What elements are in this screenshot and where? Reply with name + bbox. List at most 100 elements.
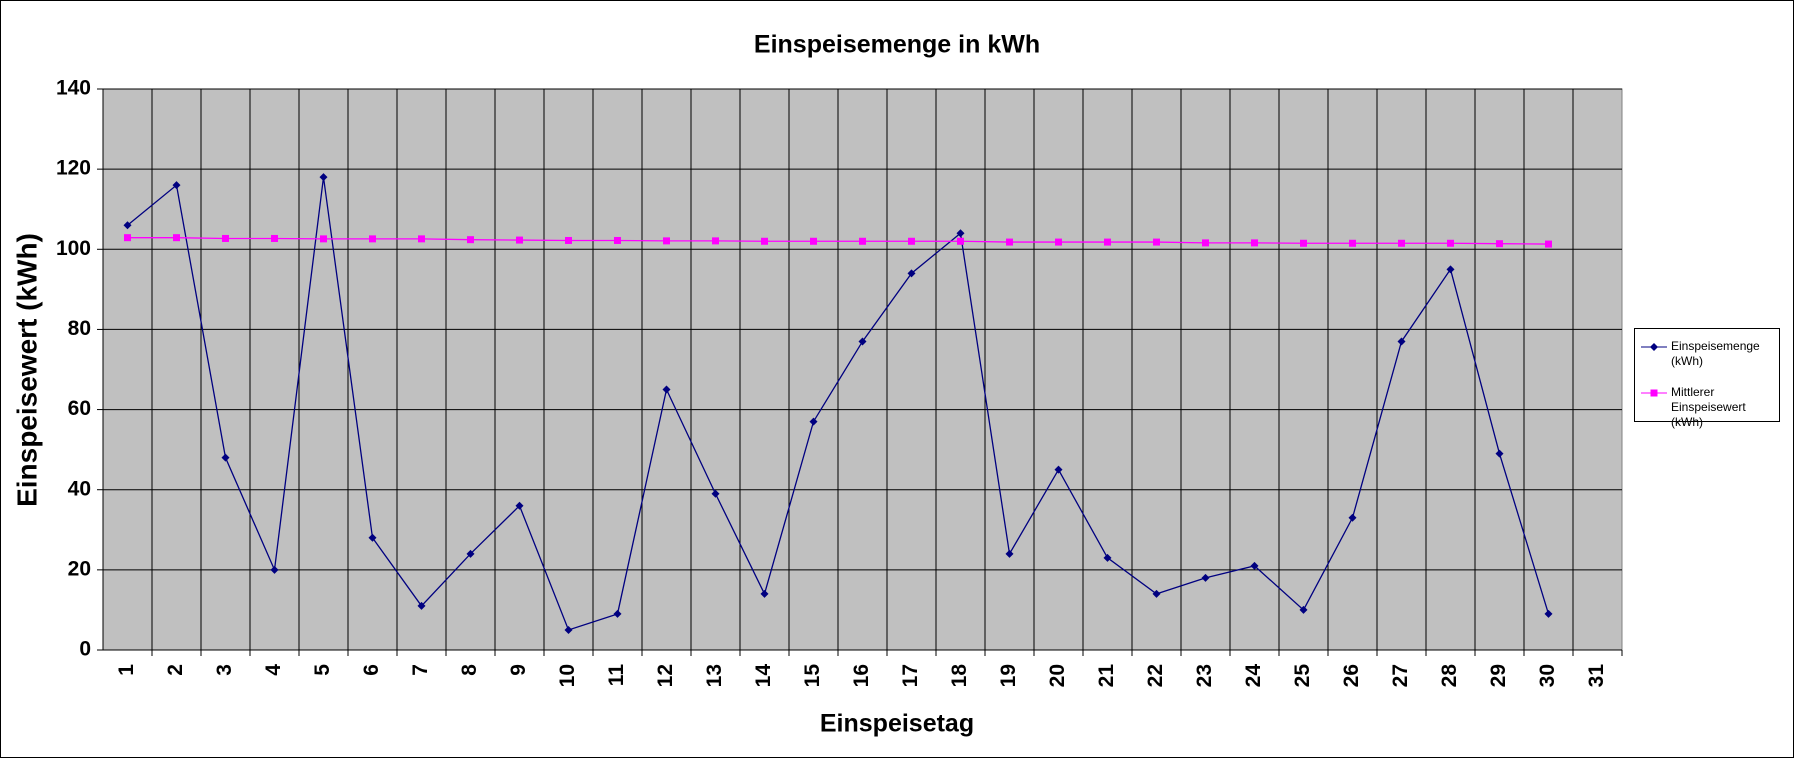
marker	[320, 235, 327, 243]
marker	[1650, 389, 1658, 397]
marker	[1251, 239, 1258, 247]
marker	[1005, 549, 1014, 558]
marker	[809, 417, 818, 426]
marker	[418, 235, 425, 243]
marker	[1496, 240, 1503, 248]
marker	[907, 269, 916, 278]
x-tick-label: 1	[115, 664, 138, 676]
marker	[271, 234, 278, 242]
marker	[760, 589, 769, 598]
marker	[1054, 465, 1063, 474]
x-tick-label: 12	[654, 664, 677, 687]
x-tick-label: 5	[311, 664, 334, 676]
x-tick-label: 23	[1193, 664, 1216, 687]
x-tick-label: 14	[752, 664, 775, 688]
marker	[859, 237, 866, 245]
marker	[123, 221, 132, 230]
marker	[712, 237, 719, 245]
x-tick-label: 25	[1291, 664, 1314, 688]
marker	[1447, 239, 1454, 247]
x-tick-label: 4	[262, 664, 285, 676]
x-tick-label: 18	[948, 664, 971, 688]
marker	[1300, 239, 1307, 247]
legend: Einspeisemenge (kWh) Mittlerer Einspeisew…	[1634, 328, 1780, 429]
x-tick-label: 21	[1095, 664, 1118, 688]
marker	[368, 533, 377, 542]
x-tick-label: 29	[1487, 664, 1510, 687]
marker	[1006, 238, 1013, 246]
y-tick-label: 100	[56, 237, 91, 260]
y-tick-label: 80	[68, 317, 91, 340]
x-tick-label: 22	[1144, 664, 1167, 687]
marker	[1348, 513, 1357, 522]
marker	[1398, 239, 1405, 247]
x-tick-label: 2	[164, 664, 187, 676]
x-tick-label: 28	[1438, 664, 1461, 688]
marker	[1104, 238, 1111, 246]
x-tick-label: 11	[605, 664, 628, 687]
marker	[662, 385, 671, 394]
marker	[466, 549, 475, 558]
marker	[515, 501, 524, 510]
x-tick-label: 16	[850, 664, 873, 687]
marker	[1202, 239, 1209, 247]
marker	[1545, 240, 1552, 248]
series-line	[127, 237, 1549, 245]
marker	[1495, 449, 1504, 458]
marker	[1349, 239, 1356, 247]
x-tick-label: 27	[1389, 664, 1412, 687]
y-tick-label: 140	[56, 77, 91, 100]
marker	[221, 453, 230, 462]
y-tick-label: 60	[68, 397, 91, 420]
x-tick-label: 3	[213, 664, 236, 676]
x-tick-label: 20	[1046, 664, 1069, 687]
x-tick-label: 9	[507, 664, 530, 676]
x-tick-label: 31	[1585, 664, 1608, 688]
x-tick-label: 24	[1242, 664, 1265, 688]
marker	[1544, 609, 1553, 618]
marker	[319, 173, 328, 182]
marker	[761, 237, 768, 245]
marker	[1152, 589, 1161, 598]
marker	[1299, 605, 1308, 614]
x-tick-label: 19	[997, 664, 1020, 687]
marker	[663, 237, 670, 245]
y-tick-label: 20	[68, 557, 91, 580]
marker	[222, 234, 229, 242]
marker	[124, 234, 131, 242]
marker	[173, 234, 180, 242]
marker	[1201, 573, 1210, 582]
marker	[1103, 553, 1112, 562]
x-tick-label: 30	[1536, 664, 1559, 687]
marker	[564, 625, 573, 634]
x-axis-label: Einspeisetag	[820, 710, 974, 738]
x-tick-label: 15	[801, 664, 824, 688]
marker	[1250, 561, 1259, 570]
marker	[1055, 238, 1062, 246]
x-tick-label: 7	[409, 664, 432, 676]
marker	[1397, 337, 1406, 346]
marker	[1153, 238, 1160, 246]
marker	[369, 235, 376, 243]
series-line	[127, 177, 1550, 631]
y-axis-label: Einspeisewert (kWh)	[11, 233, 42, 507]
marker	[908, 237, 915, 245]
y-tick-label: 0	[79, 638, 91, 661]
marker	[613, 609, 622, 618]
x-tick-label: 10	[556, 664, 579, 687]
marker	[810, 237, 817, 245]
legend-label: Einspeisemenge (kWh)	[1671, 339, 1760, 368]
x-tick-label: 13	[703, 664, 726, 687]
marker	[467, 236, 474, 244]
marker	[1650, 343, 1658, 351]
legend-symbol	[1641, 343, 1667, 351]
marker	[711, 489, 720, 498]
x-tick-label: 8	[458, 664, 481, 676]
legend-symbol	[1641, 389, 1667, 397]
marker	[417, 601, 426, 610]
marker	[956, 229, 965, 238]
chart-title: Einspeisemenge in kWh	[754, 31, 1040, 59]
x-tick-label: 6	[360, 664, 383, 676]
